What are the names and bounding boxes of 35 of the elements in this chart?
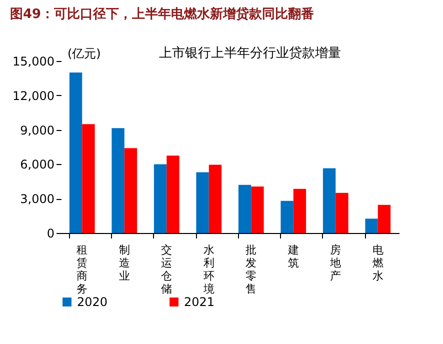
bar: [365, 218, 378, 233]
bar: [322, 168, 336, 233]
y-tick-label: 15,000: [12, 54, 54, 68]
y-tick-label: 12,000: [12, 88, 54, 103]
bar: [154, 164, 167, 233]
y-tick-label: 9,000: [20, 123, 54, 138]
legend-label: 2020: [77, 295, 108, 309]
bar: [82, 124, 95, 233]
chart-subtitle: 上市银行上半年分行业贷款增量: [159, 46, 341, 61]
y-tick-label: 0: [46, 226, 54, 240]
chart-title: 图49：可比口径下，上半年电燃水新增贷款同比翻番: [10, 6, 314, 22]
bar: [69, 72, 82, 233]
y-tick-label: 3,000: [20, 192, 54, 206]
x-tick-label: 批发零售: [246, 244, 257, 296]
x-tick-label: 租赁商务: [76, 244, 88, 296]
x-tick-label: 交运仓储: [161, 244, 172, 296]
x-tick-label: 房地产: [329, 244, 342, 282]
bar: [112, 128, 124, 233]
bar: [124, 148, 138, 233]
x-tick-label: 建筑: [286, 244, 299, 270]
bar: [251, 186, 264, 233]
bar: [208, 164, 222, 233]
legend-label: 2021: [184, 295, 215, 309]
y-tick-label: 6,000: [20, 158, 54, 172]
bar: [238, 184, 252, 233]
bar: [280, 200, 294, 233]
x-tick-label: 水利环境: [202, 244, 214, 296]
x-tick-label: 电燃水: [372, 244, 384, 282]
bar: [293, 188, 306, 233]
bar: [196, 172, 209, 233]
y-axis-title: (亿元): [68, 46, 101, 60]
bar: [378, 204, 391, 233]
bar: [336, 192, 348, 233]
x-tick-label: 制造业: [118, 244, 130, 282]
bar: [166, 156, 180, 233]
